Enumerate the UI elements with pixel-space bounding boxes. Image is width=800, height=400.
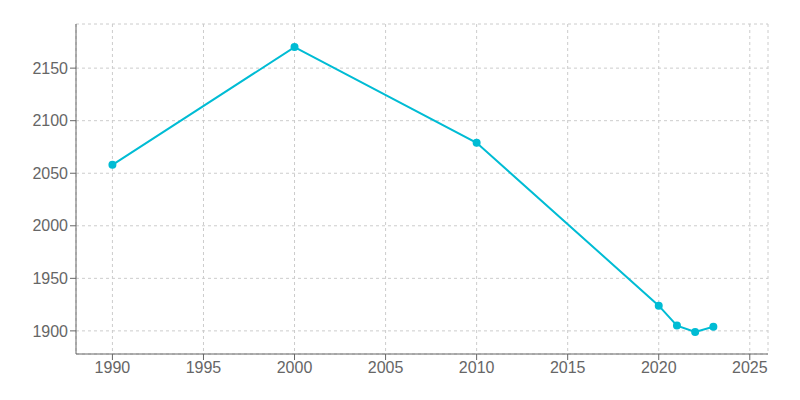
svg-text:2050: 2050 [32, 165, 68, 182]
svg-text:2005: 2005 [368, 359, 404, 376]
svg-text:1950: 1950 [32, 270, 68, 287]
svg-text:2020: 2020 [641, 359, 677, 376]
svg-text:2000: 2000 [32, 217, 68, 234]
svg-text:1995: 1995 [186, 359, 222, 376]
svg-text:2025: 2025 [732, 359, 768, 376]
svg-text:1990: 1990 [95, 359, 131, 376]
svg-text:1900: 1900 [32, 323, 68, 340]
svg-text:2000: 2000 [277, 359, 313, 376]
svg-text:2010: 2010 [459, 359, 495, 376]
svg-text:2150: 2150 [32, 60, 68, 77]
svg-text:2100: 2100 [32, 112, 68, 129]
svg-text:2015: 2015 [550, 359, 586, 376]
